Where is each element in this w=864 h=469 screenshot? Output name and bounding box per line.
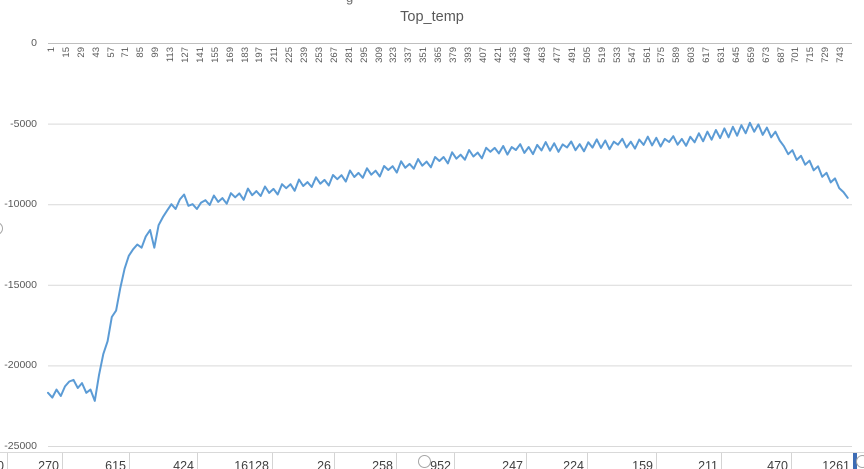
sheet-cell[interactable]: 424 — [130, 453, 198, 469]
sheet-cell[interactable]: 615 — [63, 453, 130, 469]
x-tick-label: 253 — [314, 47, 325, 63]
x-tick-label: 15 — [60, 47, 72, 58]
x-tick-label: 351 — [418, 47, 430, 63]
y-tick-label: 0 — [31, 37, 37, 49]
sheet-cell[interactable]: 0 — [0, 453, 8, 469]
x-tick-label: 505 — [582, 47, 593, 63]
chart-title[interactable]: Top_temp — [400, 9, 464, 25]
sheet-cell[interactable]: 16128 — [198, 453, 273, 469]
sheet-cell-value: 16128 — [234, 459, 269, 469]
sheet-cell-value: 615 — [105, 459, 126, 469]
sheet-cell-value: 424 — [173, 459, 194, 469]
x-tick-label: 85 — [135, 47, 147, 58]
x-tick-label: 169 — [224, 47, 236, 63]
sheet-cell-value: 270 — [38, 459, 59, 469]
x-tick-label: 43 — [90, 47, 102, 58]
x-tick-label: 449 — [522, 47, 534, 63]
x-tick-label: 659 — [745, 47, 757, 63]
sheet-cell-value: 247 — [502, 459, 523, 469]
x-tick-label: 239 — [299, 47, 311, 63]
x-tick-label: 211 — [269, 47, 281, 63]
y-tick-label: -25000 — [4, 440, 37, 452]
x-tick-label: 127 — [180, 47, 191, 63]
sheet-cell[interactable]: 26 — [273, 453, 335, 469]
sheet-cell-value: 470 — [767, 459, 788, 469]
chart-resize-handle-bottom-right[interactable] — [856, 455, 864, 468]
sheet-cell[interactable]: 952 — [397, 453, 455, 469]
x-tick-label: 631 — [716, 47, 727, 63]
clipped-text-above-chart: g — [346, 0, 353, 5]
x-tick-label: 295 — [358, 47, 370, 63]
x-tick-label: 603 — [686, 47, 698, 63]
selected-range-border — [853, 453, 857, 469]
x-tick-label: 435 — [507, 47, 519, 63]
x-tick-label: 547 — [626, 47, 638, 63]
x-tick-label: 421 — [492, 47, 504, 63]
sheet-cell[interactable]: 159 — [588, 453, 657, 469]
x-tick-label: 715 — [805, 47, 817, 63]
x-tick-label: 533 — [611, 47, 623, 63]
x-tick-label: 365 — [433, 47, 445, 63]
x-tick-label: 561 — [641, 47, 653, 63]
x-tick-label: 407 — [477, 47, 489, 63]
x-tick-label: 71 — [120, 47, 132, 58]
sheet-cell-value: 224 — [563, 459, 584, 469]
sheet-cell-value: 0 — [0, 459, 4, 469]
x-tick-label: 323 — [388, 47, 400, 63]
x-tick-label: 491 — [567, 47, 579, 63]
sheet-cell-value: 159 — [632, 459, 653, 469]
sheet-cell[interactable]: 470 — [722, 453, 792, 469]
x-tick-label: 477 — [552, 47, 564, 63]
x-tick-label: 337 — [403, 47, 415, 63]
x-tick-label: 701 — [790, 47, 802, 63]
x-tick-label: 57 — [105, 47, 117, 58]
sheet-cell-value: 952 — [430, 459, 451, 469]
x-tick-label: 281 — [343, 47, 355, 63]
sheet-cell-value: 211 — [698, 459, 718, 469]
x-tick-label: 197 — [254, 47, 266, 63]
sheet-cell[interactable]: 270 — [8, 453, 63, 469]
x-tick-label: 463 — [537, 47, 549, 63]
x-tick-label: 309 — [373, 47, 385, 63]
sheet-cell[interactable]: 247 — [455, 453, 527, 469]
x-tick-label: 267 — [328, 47, 340, 63]
x-tick-label: 673 — [760, 47, 772, 63]
x-tick-label: 155 — [209, 47, 221, 63]
spreadsheet-row: 0 270 615 424 16128 26 258 952 247 224 159 211 470 12… — [0, 452, 864, 469]
sheet-cell-value: 1261 — [822, 459, 850, 469]
x-tick-label: 687 — [775, 47, 787, 63]
y-tick-label: -10000 — [4, 198, 37, 211]
x-tick-label: 617 — [701, 47, 713, 63]
x-tick-label: 589 — [671, 47, 683, 63]
y-tick-label: -20000 — [4, 359, 37, 372]
sheet-cell-value: 26 — [317, 459, 331, 469]
x-tick-label: 29 — [75, 47, 87, 58]
y-tick-label: -5000 — [10, 117, 37, 130]
sheet-cell[interactable]: 1261 — [792, 453, 854, 469]
x-tick-label: 379 — [448, 47, 459, 63]
x-tick-label: 99 — [150, 47, 162, 58]
series-line-top_temp[interactable] — [47, 121, 849, 402]
sheet-cell[interactable]: 224 — [527, 453, 588, 469]
x-tick-label: 645 — [730, 47, 742, 63]
x-tick-label: 743 — [835, 47, 847, 63]
sheet-cell[interactable]: 211 — [657, 453, 722, 469]
sheet-cell[interactable]: 258 — [335, 453, 397, 469]
x-tick-label: 519 — [596, 47, 608, 63]
x-tick-label: 225 — [284, 47, 296, 63]
x-tick-label: 183 — [239, 47, 251, 63]
x-tick-label: 1 — [46, 47, 57, 53]
sheet-cell-value: 258 — [372, 459, 393, 469]
x-tick-label: 393 — [462, 47, 474, 63]
y-tick-label: -15000 — [4, 278, 37, 291]
x-tick-label: 113 — [165, 47, 177, 63]
x-tick-label: 141 — [194, 47, 206, 63]
chart-resize-handle-bottom-center[interactable] — [418, 455, 431, 468]
x-tick-label: 575 — [656, 47, 668, 63]
x-tick-label: 729 — [820, 47, 832, 63]
